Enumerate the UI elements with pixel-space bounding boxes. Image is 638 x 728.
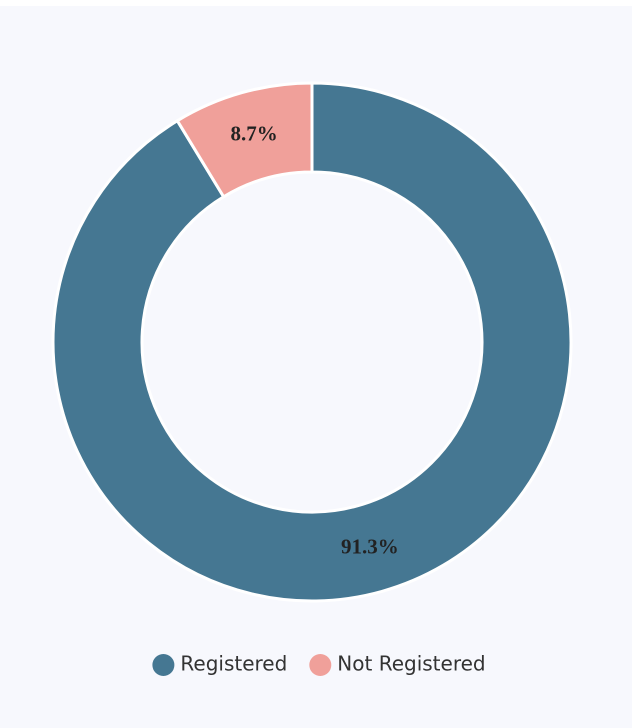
legend-label: Not Registered: [337, 652, 485, 676]
legend-marker: [152, 654, 175, 676]
legend-label: Registered: [180, 652, 287, 676]
slice: [51, 81, 573, 603]
slice: [175, 81, 314, 199]
value-label: 8.7%: [230, 121, 277, 145]
value-label: 91.3%: [341, 534, 399, 558]
legend-marker: [309, 654, 332, 676]
legend: Registered Not Registered: [152, 652, 486, 676]
